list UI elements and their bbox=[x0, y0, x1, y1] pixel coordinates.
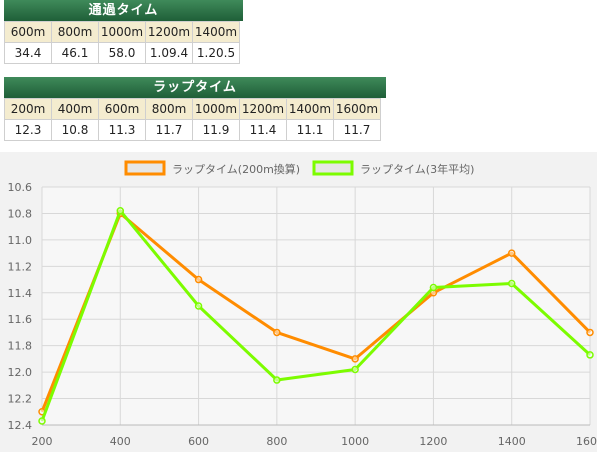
y-tick-label: 11.2 bbox=[8, 260, 33, 273]
passing-value-cell: 1.20.5 bbox=[192, 42, 240, 64]
legend-label-0: ラップタイム(200m換算) bbox=[172, 162, 300, 176]
x-tick-label: 200 bbox=[32, 435, 53, 448]
data-point-1 bbox=[586, 351, 594, 359]
y-tick-label: 10.8 bbox=[8, 207, 33, 220]
x-tick-label: 1600 bbox=[576, 435, 597, 448]
lap-header-cell: 400m bbox=[51, 98, 99, 120]
lap-value-cell: 11.7 bbox=[145, 119, 193, 141]
data-point-1 bbox=[429, 283, 438, 292]
passing-header-cell: 600m bbox=[4, 21, 52, 43]
data-point-0 bbox=[351, 355, 359, 363]
legend-swatch-1 bbox=[312, 160, 354, 176]
x-tick-label: 800 bbox=[266, 435, 287, 448]
lap-header-cell: 200m bbox=[4, 98, 52, 120]
legend-swatch-0 bbox=[124, 160, 166, 176]
passing-header-cell: 1200m bbox=[145, 21, 193, 43]
passing-header-cell: 1000m bbox=[98, 21, 146, 43]
passing-value-cell: 58.0 bbox=[98, 42, 146, 64]
lap-value-cell: 11.4 bbox=[239, 119, 287, 141]
passing-time-title: 通過タイム bbox=[4, 0, 243, 21]
x-tick-label: 1400 bbox=[498, 435, 526, 448]
lap-value-cell: 10.8 bbox=[51, 119, 99, 141]
lap-header-cell: 1200m bbox=[239, 98, 287, 120]
x-tick-label: 600 bbox=[188, 435, 209, 448]
passing-time-value-row: 34.4 46.1 58.0 1.09.4 1.20.5 bbox=[4, 42, 240, 64]
y-tick-label: 12.2 bbox=[8, 393, 33, 406]
x-tick-label: 400 bbox=[110, 435, 131, 448]
lap-header-cell: 600m bbox=[98, 98, 146, 120]
lap-value-cell: 11.9 bbox=[192, 119, 240, 141]
lap-header-cell: 1000m bbox=[192, 98, 240, 120]
lap-time-header-row: 200m 400m 600m 800m 1000m 1200m 1400m 16… bbox=[4, 98, 381, 120]
passing-value-cell: 1.09.4 bbox=[145, 42, 193, 64]
data-point-0 bbox=[507, 249, 516, 257]
lap-value-cell: 11.1 bbox=[286, 119, 334, 141]
plot-area bbox=[42, 187, 590, 425]
passing-time-header-row: 600m 800m 1000m 1200m 1400m bbox=[4, 21, 240, 43]
data-point-0 bbox=[586, 328, 594, 337]
passing-time-table: 通過タイム 600m 800m 1000m 1200m 1400m 34.4 4… bbox=[4, 0, 243, 64]
data-point-0 bbox=[194, 275, 203, 284]
passing-value-cell: 46.1 bbox=[51, 42, 99, 64]
lap-time-value-row: 12.3 10.8 11.3 11.7 11.9 11.4 11.1 11.7 bbox=[4, 119, 381, 141]
y-tick-label: 12.4 bbox=[8, 419, 33, 432]
y-tick-label: 11.8 bbox=[8, 340, 33, 353]
data-point-1 bbox=[194, 302, 203, 310]
chart-svg: 10.6 10.8 11.0 11.2 11.4 11.6 11.8 12.0 12.2 12.4… bbox=[8, 160, 597, 448]
lap-time-table: ラップタイム 200m 400m 600m 800m 1000m 1200m 1… bbox=[4, 77, 386, 141]
lap-value-cell: 11.3 bbox=[98, 119, 146, 141]
y-tick-label: 11.0 bbox=[8, 234, 33, 247]
y-tick-label: 11.6 bbox=[8, 313, 33, 326]
lap-header-cell: 1600m bbox=[333, 98, 381, 120]
legend-label-1: ラップタイム(3年平均) bbox=[360, 162, 474, 176]
lap-value-cell: 11.7 bbox=[333, 119, 381, 141]
series-line-1 bbox=[40, 209, 592, 422]
lap-header-cell: 800m bbox=[145, 98, 193, 120]
lap-header-cell: 1400m bbox=[286, 98, 334, 120]
data-point-1 bbox=[116, 207, 125, 215]
passing-header-cell: 1400m bbox=[192, 21, 240, 43]
lap-time-chart: 10.6 10.8 11.0 11.2 11.4 11.6 11.8 12.0 12.2 12.4… bbox=[0, 152, 597, 452]
passing-header-cell: 800m bbox=[51, 21, 99, 43]
x-tick-label: 1000 bbox=[341, 435, 369, 448]
y-tick-label: 12.0 bbox=[8, 366, 33, 379]
data-point-1 bbox=[351, 365, 359, 374]
data-point-1 bbox=[38, 417, 46, 425]
lap-value-cell: 12.3 bbox=[4, 119, 52, 141]
data-point-1 bbox=[507, 279, 516, 288]
y-tick-label: 11.4 bbox=[8, 287, 33, 300]
y-tick-label: 10.6 bbox=[8, 181, 33, 194]
data-point-0 bbox=[273, 328, 281, 337]
passing-value-cell: 34.4 bbox=[4, 42, 52, 64]
data-point-1 bbox=[273, 376, 281, 384]
x-tick-label: 1200 bbox=[419, 435, 447, 448]
lap-time-title: ラップタイム bbox=[4, 77, 386, 98]
